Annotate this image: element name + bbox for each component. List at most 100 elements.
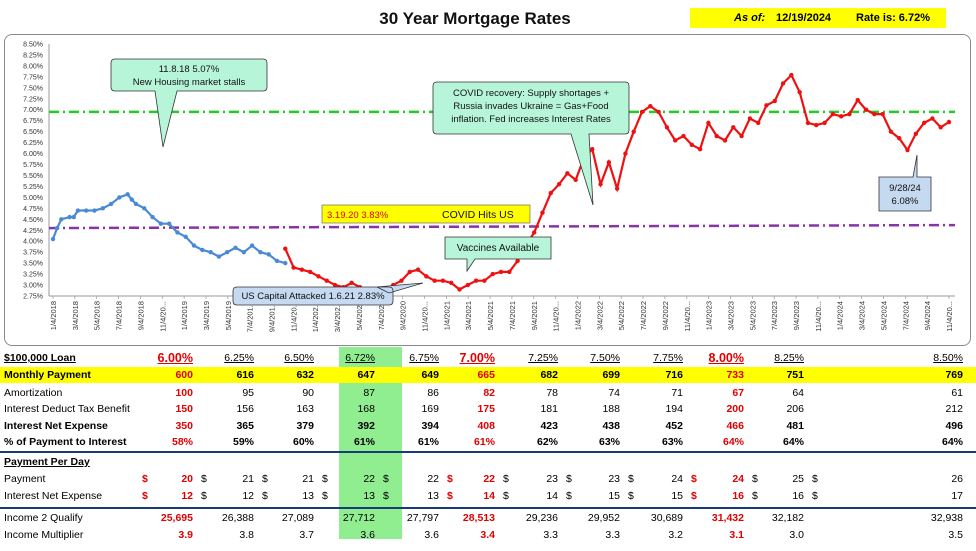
currency-symbol: $ bbox=[201, 473, 207, 485]
monthly-payment-value: 716 bbox=[665, 369, 683, 381]
x-tick-label: 7/4/2021 bbox=[508, 301, 517, 330]
x-tick-label: 11/4/20... bbox=[289, 301, 298, 332]
interest-net-value: 365 bbox=[236, 420, 254, 432]
page-title: 30 Year Mortgage Rates bbox=[379, 9, 571, 28]
rate-header: 8.00% bbox=[708, 351, 744, 365]
x-tick-label: 1/4/2019 bbox=[180, 301, 189, 330]
as-of-date: 12/19/2024 bbox=[776, 12, 832, 24]
data-point bbox=[449, 280, 454, 286]
rate-header: 6.25% bbox=[224, 352, 254, 364]
pct-interest-value: 63% bbox=[598, 436, 620, 448]
data-point bbox=[648, 104, 653, 109]
x-tick-label: 3/4/2023 bbox=[726, 301, 735, 330]
data-point bbox=[249, 243, 255, 248]
rate-header: 6.00% bbox=[157, 351, 193, 365]
data-point bbox=[772, 98, 777, 104]
data-point bbox=[814, 122, 819, 128]
y-tick-label: 3.50% bbox=[23, 261, 43, 268]
callout-covid-recovery-line: Russia invades Ukraine = Gas+Food bbox=[453, 101, 608, 112]
data-point bbox=[117, 195, 122, 200]
interest-deduct-value: 156 bbox=[236, 403, 254, 415]
interest-net-value: 423 bbox=[540, 420, 558, 432]
interest-net-value: 452 bbox=[665, 420, 683, 432]
data-point bbox=[606, 160, 612, 165]
interest-deduct-value: 200 bbox=[726, 403, 744, 415]
currency-symbol: $ bbox=[628, 473, 634, 485]
table-header-row: $100,000 Loan 6.00% 6.25% 6.50% 6.72% 6.75% 7.… bbox=[0, 350, 976, 366]
data-point bbox=[565, 171, 570, 176]
y-tick-label: 6.25% bbox=[23, 140, 43, 147]
pct-interest-value: 61% bbox=[353, 436, 375, 448]
interest-per-day-value: 13 bbox=[363, 490, 375, 502]
interest-per-day-value: 15 bbox=[671, 490, 683, 502]
callout-covid-recovery bbox=[432, 81, 630, 206]
data-point bbox=[656, 109, 661, 115]
currency-symbol: $ bbox=[566, 490, 572, 502]
currency-symbol: $ bbox=[383, 473, 389, 485]
currency-symbol: $ bbox=[142, 473, 148, 485]
x-tick-label: 9/4/2022 bbox=[661, 301, 670, 330]
monthly-payment-value: 616 bbox=[236, 369, 254, 381]
x-tick-label: 11/4/20... bbox=[683, 301, 692, 332]
income-qualify-value: 26,388 bbox=[221, 512, 254, 524]
interest-deduct-value: 168 bbox=[357, 403, 375, 415]
y-tick-label: 5.75% bbox=[23, 162, 43, 169]
loan-amount-label: $100,000 Loan bbox=[4, 352, 76, 364]
data-point bbox=[299, 267, 305, 272]
y-tick-label: 3.75% bbox=[23, 250, 43, 257]
currency-symbol: $ bbox=[752, 473, 758, 485]
payment-per-day-value: 24 bbox=[671, 473, 683, 485]
x-tick-label: 1/4/2023 bbox=[705, 301, 714, 330]
income-qualify-value: 27,797 bbox=[406, 512, 439, 524]
amortization-value: 95 bbox=[242, 387, 254, 399]
callout-housing-stalls bbox=[110, 58, 268, 148]
pct-interest-value: 63% bbox=[661, 436, 683, 448]
data-point bbox=[200, 247, 205, 253]
x-tick-label: 7/4/2024 bbox=[901, 301, 910, 330]
payment-per-day-label: Payment bbox=[4, 473, 46, 485]
data-point bbox=[432, 278, 437, 283]
data-point bbox=[233, 245, 238, 250]
data-point bbox=[681, 133, 686, 139]
amortization-value: 61 bbox=[951, 387, 963, 399]
interest-deduct-value: 169 bbox=[421, 403, 439, 415]
monthly-payment-value: 665 bbox=[477, 369, 495, 381]
x-tick-label: 1/4/202... bbox=[311, 301, 320, 332]
payment-per-day-value: 23 bbox=[608, 473, 620, 485]
loan-table: $100,000 Loan 6.00% 6.25% 6.50% 6.72% 6.75% 7.… bbox=[0, 347, 976, 551]
currency-symbol: $ bbox=[383, 490, 389, 502]
income-multiplier-value: 3.6 bbox=[424, 529, 439, 541]
data-point bbox=[614, 186, 620, 191]
data-point bbox=[465, 282, 471, 288]
x-tick-label: 5/4/2020 bbox=[355, 301, 364, 330]
interest-net-value: 481 bbox=[786, 420, 804, 432]
x-tick-label: 11/4/20... bbox=[814, 301, 823, 332]
x-tick-label: 9/4/2024 bbox=[923, 301, 932, 330]
payment-per-day-row: Payment 20 $21 $21 $22 $22 $22 $23 $23 $24 $24 $25 $… bbox=[0, 471, 976, 487]
x-tick-label: 7/4/201... bbox=[246, 301, 255, 332]
data-point bbox=[838, 114, 844, 119]
income-qualify-value: 31,432 bbox=[711, 512, 744, 524]
interest-deduct-value: 150 bbox=[175, 403, 193, 415]
amortization-value: 90 bbox=[302, 387, 314, 399]
data-point bbox=[216, 254, 222, 259]
pct-interest-value: 59% bbox=[232, 436, 254, 448]
payment-per-day-value: 24 bbox=[732, 473, 744, 485]
pct-interest-value: 64% bbox=[941, 436, 963, 448]
rate-label: Rate is: 6.72% bbox=[856, 12, 930, 24]
data-point bbox=[108, 201, 114, 207]
income-qualify-value: 32,938 bbox=[930, 512, 963, 524]
x-tick-label: 3/4/2018 bbox=[71, 301, 80, 330]
income-multiplier-value: 3.0 bbox=[789, 529, 804, 541]
pct-interest-value: 61% bbox=[473, 436, 495, 448]
data-point bbox=[208, 249, 213, 255]
x-tick-label: 11/4/20... bbox=[421, 301, 430, 332]
data-point bbox=[440, 278, 446, 283]
rate-header: 6.72% bbox=[345, 352, 375, 364]
y-tick-label: 6.00% bbox=[23, 151, 43, 158]
interest-deduct-row: Interest Deduct Tax Benefit 150 156 163 168 1… bbox=[0, 401, 976, 417]
per-day-label: Payment Per Day bbox=[4, 456, 90, 468]
data-point bbox=[498, 269, 504, 275]
currency-symbol: $ bbox=[503, 473, 509, 485]
amortization-value: 86 bbox=[427, 387, 439, 399]
